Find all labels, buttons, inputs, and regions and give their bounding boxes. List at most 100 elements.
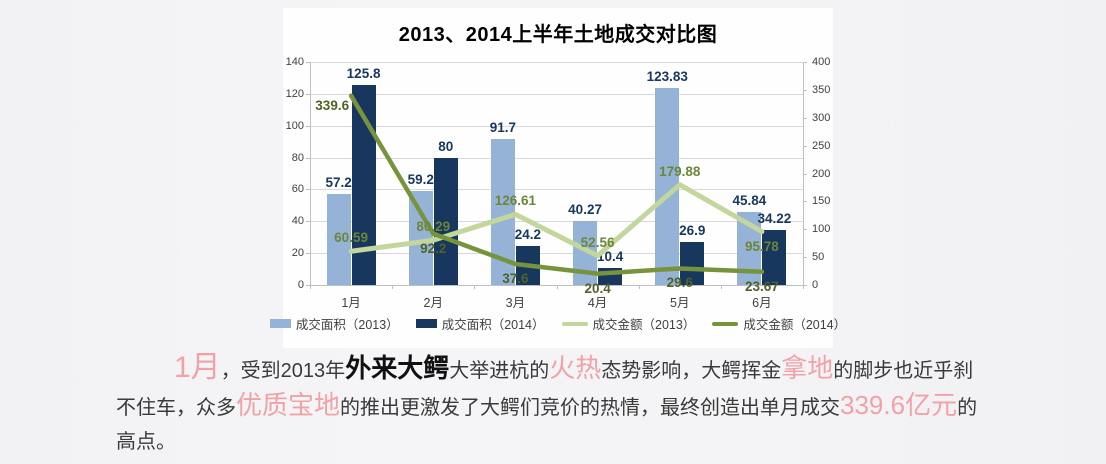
left-axis-tick-label: 0 [297,279,304,291]
left-tick-mark [306,62,310,63]
left-axis-tick-label: 40 [291,215,304,228]
line-value-label: 20.4 [584,280,611,296]
x-axis-category-label: 5月 [670,296,690,310]
bar-value-label: 34.22 [757,211,792,227]
right-axis-tick-label: 200 [812,167,831,180]
bar-成交面积（2014）-5月 [680,242,705,285]
left-tick-mark [306,93,310,95]
gridline [310,221,803,223]
left-tick-mark [306,285,310,286]
x-axis-category-label: 2月 [423,296,443,310]
caption-text: 1月，受到2013年外来大鳄大举进杭的火热态势影响，大鳄挥金拿地的脚步也近乎刹不… [116,351,990,459]
body-text: ，受到2013年 [220,360,346,382]
line-series-layer [348,93,765,276]
bar-value-label: 80 [438,138,454,154]
line-value-label: 179.88 [659,163,701,179]
line-value-label: 92.2 [420,240,447,256]
x-tick-mark [556,285,558,289]
line-value-label: 95.78 [745,238,779,254]
body-text: 大举进杭的 [449,360,550,382]
plot-area: 0 20 40 60 80 100 120 140 0 50 100 150 200 250 300 350 4… [286,56,831,310]
right-tick-mark [803,285,807,286]
highlighted-text: 339.6亿元 [840,390,958,420]
line-value-label: 23.67 [745,278,779,294]
x-tick-mark [803,285,804,289]
left-tick-mark [306,189,310,191]
body-text: 的推出更激发了大鳄们竞价的热情，最终创造出单月成交 [340,397,841,419]
gridline [310,157,803,159]
line-value-label: 37.6 [502,271,529,287]
line-value-label: 339.6 [315,97,350,113]
line-value-label: 60.59 [334,230,368,246]
line-value-label: 126.61 [494,193,537,209]
bar-value-label: 24.2 [514,227,542,243]
gridline [310,125,803,127]
chart-title: 2013、2014上半年土地成交对比图 [398,24,718,46]
bar-value-label: 59.2 [407,171,434,187]
right-tick-mark [803,257,807,259]
right-axis-tick-label: 150 [812,195,831,208]
right-tick-mark [803,173,807,175]
legend-label: 成交面积（2014） [441,318,545,332]
chart-legend: 成交面积（2013） 成交面积（2014） 成交金额（2013） 成交金额（2014） [269,314,846,333]
gridline [310,93,803,95]
x-axis-category-label: 3月 [505,296,526,310]
legend-bar-swatch [415,319,437,328]
right-tick-mark [803,62,807,63]
right-axis-tick-label: 350 [812,83,831,96]
right-axis-line [803,62,804,285]
legend-label: 成交金额（2013） [592,318,696,332]
right-tick-mark [803,117,807,119]
legend-label: 成交金额（2014） [743,318,847,332]
bar-value-label: 91.7 [489,119,517,135]
legend-item: 成交面积（2014） [415,314,545,333]
bar-成交面积（2014）-6月 [762,230,787,285]
highlighted-text: 拿地 [781,353,834,383]
legend-label: 成交面积（2013） [295,318,399,332]
right-axis-tick-label: 100 [812,223,831,236]
legend-line-swatch [561,321,588,326]
left-axis-line [310,62,311,285]
right-tick-mark [803,229,807,231]
body-text: 态势影响，大鳄挥金 [601,360,782,382]
x-tick-mark [474,285,476,289]
chart-panel: 2013、2014上半年土地成交对比图 0 20 40 60 80 100 120 140 0 5… [269,8,846,348]
body-text: 的高点。 [116,397,978,453]
bar-value-label: 125.8 [346,65,381,81]
x-axis-category-label: 4月 [587,296,608,310]
bar-成交面积（2013）-1月 [326,193,351,285]
bar-value-label: 45.84 [732,192,767,208]
line-value-label: 80.29 [416,219,451,235]
gridline [310,62,803,63]
x-tick-mark [310,285,311,289]
left-tick-mark [306,221,310,223]
highlighted-text: 1月 [174,351,221,384]
bar-value-label: 26.9 [679,223,706,239]
left-axis-tick-label: 80 [291,151,304,164]
x-tick-mark [720,285,722,289]
line-成交金额（2013） [348,182,765,259]
x-tick-mark [638,285,640,289]
right-axis-tick-label: 400 [812,56,831,68]
right-axis-tick-label: 300 [812,111,831,124]
left-tick-mark [306,125,310,127]
right-tick-mark [803,145,807,147]
right-tick-mark [803,89,807,91]
legend-bar-swatch [269,319,291,328]
body-text: 的脚步也近乎刹不住车，众多 [116,360,974,419]
legend-item: 成交面积（2013） [269,314,399,333]
left-tick-mark [306,253,310,255]
right-axis-tick-label: 50 [812,251,825,264]
legend-item: 成交金额（2014） [712,314,846,333]
highlighted-text: 优质宝地 [236,390,341,420]
bar-成交面积（2014）-2月 [433,157,458,285]
caption-block: 1月，受到2013年外来大鳄大举进杭的火热态势影响，大鳄挥金拿地的脚步也近乎刹不… [0,351,1106,459]
left-axis-tick-label: 20 [291,247,304,260]
emphasized-text: 外来大鳄 [345,353,450,383]
left-axis-tick-label: 60 [291,183,304,196]
bar-value-label: 57.2 [325,174,352,190]
bar-value-label: 123.83 [646,68,688,84]
right-axis-tick-label: 250 [812,139,831,152]
highlighted-text: 火热 [549,353,602,383]
legend-line-swatch [712,321,739,326]
